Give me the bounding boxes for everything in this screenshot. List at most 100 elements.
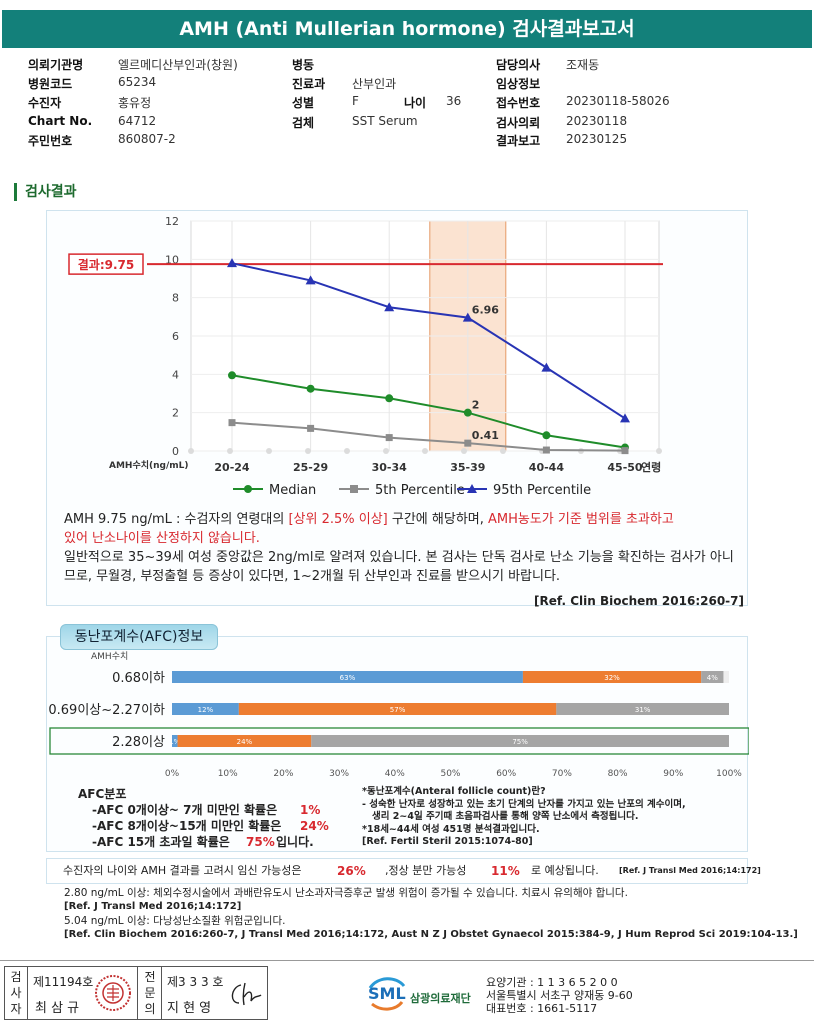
info-value: 산부인과 xyxy=(352,77,397,91)
afc-note-title: *동난포계수(Anteral follicle count)란? xyxy=(362,786,546,797)
amh-chart-panel: 12 10 8 6 4 2 0 20-24 25-29 30-34 35-39 40-44 45-50 A… xyxy=(46,210,748,606)
afc-row-label: 0.69이상~2.27이하 xyxy=(48,703,165,718)
afc-bar-segment xyxy=(177,735,312,747)
afc-tick-label: 60% xyxy=(496,769,516,779)
afc-title: 동난포계수(AFC)정보 xyxy=(60,624,218,650)
data-point xyxy=(541,362,552,372)
afc-row-label: 2.28이상 xyxy=(112,735,165,750)
data-label: 2 xyxy=(472,399,480,412)
data-point xyxy=(464,439,472,447)
info-label: 진료과 xyxy=(292,77,326,91)
afc-dist-pct: 24% xyxy=(300,819,329,833)
afc-dist-text: -AFC 15개 초과일 확률은 xyxy=(92,835,230,849)
interp-paragraph: 일반적으로 35~39세 여성 중앙값은 2ng/ml로 알려져 있습니다. 본… xyxy=(64,550,734,584)
afc-bar-segment xyxy=(556,703,729,715)
series-line xyxy=(231,262,626,420)
info-label: 의뢰기관명 xyxy=(28,58,84,72)
info-label: 수진자 xyxy=(28,96,62,110)
axis-dot xyxy=(383,448,389,454)
y-axis-label: AMH수치(ng/mL) xyxy=(109,459,189,471)
info-value: 홍유정 xyxy=(118,96,152,110)
afc-tick-label: 70% xyxy=(552,769,572,779)
contact-line: 서울특별시 서초구 양재동 9-60 xyxy=(486,989,633,1002)
interp-text: AMH 9.75 ng/mL : 수검자의 연령대의 xyxy=(64,512,289,527)
afc-row-highlight xyxy=(49,727,749,755)
data-point xyxy=(385,394,394,403)
pregnancy-probability: 수진자의 나이와 AMH 결과를 고려시 임신 가능성은 26% ,정상 분만 … xyxy=(46,858,761,884)
afc-bar-segment xyxy=(172,671,523,683)
info-value: 64712 xyxy=(118,114,157,128)
afc-segment-label: 1% xyxy=(169,738,180,746)
afc-row-label: 0.68이하 xyxy=(112,671,165,686)
reviewer-label: 전문의 xyxy=(144,970,156,1016)
x-tick-label: 30-34 xyxy=(372,461,408,474)
pregnancy-pct: 26% xyxy=(337,864,366,878)
data-point xyxy=(620,413,630,423)
info-value: F xyxy=(352,94,359,108)
afc-bar-segment xyxy=(238,703,557,715)
afc-tick-label: 80% xyxy=(608,769,628,779)
note-line: 5.04 ng/mL 이상: 다낭성난소질환 위험군입니다. xyxy=(64,915,286,927)
info-label: 검체 xyxy=(292,116,315,130)
data-point xyxy=(228,371,236,380)
x-tick-label: 20-24 xyxy=(214,461,250,474)
axis-dot xyxy=(266,448,272,454)
afc-bar-segment xyxy=(172,703,239,715)
data-point xyxy=(462,312,473,322)
afc-tick-label: 100% xyxy=(716,769,742,779)
afc-dist-pct: 1% xyxy=(300,803,321,817)
footer-divider xyxy=(0,960,814,961)
org-logo: SML 삼광의료재단 xyxy=(366,974,516,1014)
afc-dist-text: -AFC 8개이상~15개 미만인 확률은 xyxy=(92,819,282,833)
x-tick-label: 25-29 xyxy=(293,461,328,474)
data-point xyxy=(305,275,316,285)
afc-segment-label: 75% xyxy=(512,738,528,746)
interpretation: AMH 9.75 ng/mL : 수검자의 연령대의 [상위 2.5% 이상] … xyxy=(64,510,744,608)
data-label: 6.96 xyxy=(472,304,499,317)
info-value: 엘르메디산부인과(창원) xyxy=(118,58,238,72)
afc-segment-label: 12% xyxy=(198,706,214,714)
afc-tick-label: 10% xyxy=(218,769,238,779)
info-label: 담당의사 xyxy=(496,58,541,72)
afc-dist-pct: 75% xyxy=(246,835,275,849)
legend-label: Median xyxy=(269,483,316,498)
info-value: 조재동 xyxy=(566,58,600,72)
afc-note-line: - 성숙한 난자로 성장하고 있는 초기 단계의 난자를 가지고 있는 난포의 … xyxy=(362,798,686,810)
afc-bar-segment xyxy=(701,671,724,683)
series-line xyxy=(231,374,626,449)
data-point xyxy=(227,258,237,268)
sign-divider xyxy=(137,967,138,1019)
info-value: 20230125 xyxy=(566,132,628,146)
afc-panel: AMH수치 0.68이하 63% 32% 4% 0.69이상~2.27이하 12% 57% 31… xyxy=(46,636,749,852)
info-label: Chart No. xyxy=(28,114,93,128)
org-contact: 요양기관 : 1 1 3 6 5 2 0 0 서울특별시 서초구 양재동 9-6… xyxy=(486,976,633,1015)
org-logo-text: SML xyxy=(368,984,406,1003)
afc-note-line: *18세~44세 여성 451명 분석결과입니다. xyxy=(362,823,540,835)
axis-dot xyxy=(500,448,506,454)
legend-label: 5th Percentile xyxy=(375,483,465,498)
result-label: 결과:9.75 xyxy=(78,257,135,272)
x-tick-label: 35-39 xyxy=(450,461,485,474)
pregnancy-ref: [Ref. J Transl Med 2016;14:172] xyxy=(619,866,761,875)
afc-bar-segment xyxy=(522,671,702,683)
info-value: 860807-2 xyxy=(118,132,176,146)
data-point xyxy=(385,434,393,442)
legend-marker xyxy=(467,484,477,493)
data-point xyxy=(384,302,395,312)
afc-tick-label: 0% xyxy=(165,769,180,779)
report-title: AMH (Anti Mullerian hormone) 검사결과보고서 xyxy=(2,10,812,48)
info-label: 성별 xyxy=(292,96,315,110)
info-value: 20230118-58026 xyxy=(566,94,670,108)
axis-dot xyxy=(656,448,662,454)
pregnancy-text: 로 예상됩니다. xyxy=(531,864,599,877)
amh-chart: 12 10 8 6 4 2 0 20-24 25-29 30-34 35-39 40-44 45-50 A… xyxy=(68,215,663,498)
info-value: SST Serum xyxy=(352,114,418,128)
afc-segment-label: 57% xyxy=(390,706,406,714)
afc-tick-label: 20% xyxy=(273,769,293,779)
afc-dist-text: -AFC 0개이상~ 7개 미만인 확률은 xyxy=(92,803,278,817)
y-tick-label: 8 xyxy=(172,292,179,305)
pregnancy-text: ,정상 분만 가능성 xyxy=(385,864,467,877)
tester-name: 최 삼 규 xyxy=(35,1001,80,1016)
interp-highlight: [상위 2.5% 이상] xyxy=(288,512,388,527)
y-tick-label: 12 xyxy=(165,215,179,228)
